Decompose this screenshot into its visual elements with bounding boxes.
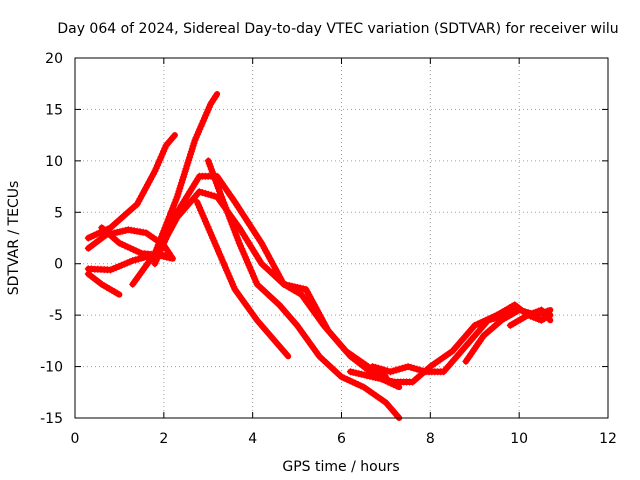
y-tick-label: 5 [54,205,63,221]
y-tick-labels: -15 -10 -5 0 5 10 15 20 [40,51,63,427]
series-layer [84,91,554,421]
x-tick-label: 0 [71,431,80,447]
x-tick-label: 6 [337,431,346,447]
series-track-15 [506,306,554,329]
y-tick-label: -15 [40,411,63,427]
x-axis-label: GPS time / hours [282,459,399,475]
x-tick-label: 10 [510,431,528,447]
y-axis-label: SDTVAR / TECUs [6,181,22,296]
series-markers [204,157,401,420]
x-tick-label: 2 [159,431,168,447]
x-tick-label: 4 [248,431,257,447]
chart-title: Day 064 of 2024, Sidereal Day-to-day VTE… [57,21,618,37]
y-tick-label: 10 [45,154,63,170]
series-track-5 [84,270,123,298]
y-tick-label: 20 [45,51,63,67]
grid-layer [75,58,608,418]
series-track-8 [151,188,403,391]
y-tick-label: -10 [40,360,63,376]
series-track-10 [193,198,292,360]
plot-frame [74,57,609,419]
y-tick-label: 15 [45,102,63,118]
series-markers [506,306,552,329]
series-markers [193,198,290,358]
x-tick-labels: 0 2 4 6 8 10 12 [71,431,617,447]
y-tick-label: 0 [54,257,63,273]
series-markers [84,270,121,297]
series-track-9 [204,157,403,421]
y-tick-label: -5 [49,308,63,324]
x-tick-label: 12 [599,431,617,447]
x-tick-label: 8 [426,431,435,447]
series-track-12 [346,307,523,386]
